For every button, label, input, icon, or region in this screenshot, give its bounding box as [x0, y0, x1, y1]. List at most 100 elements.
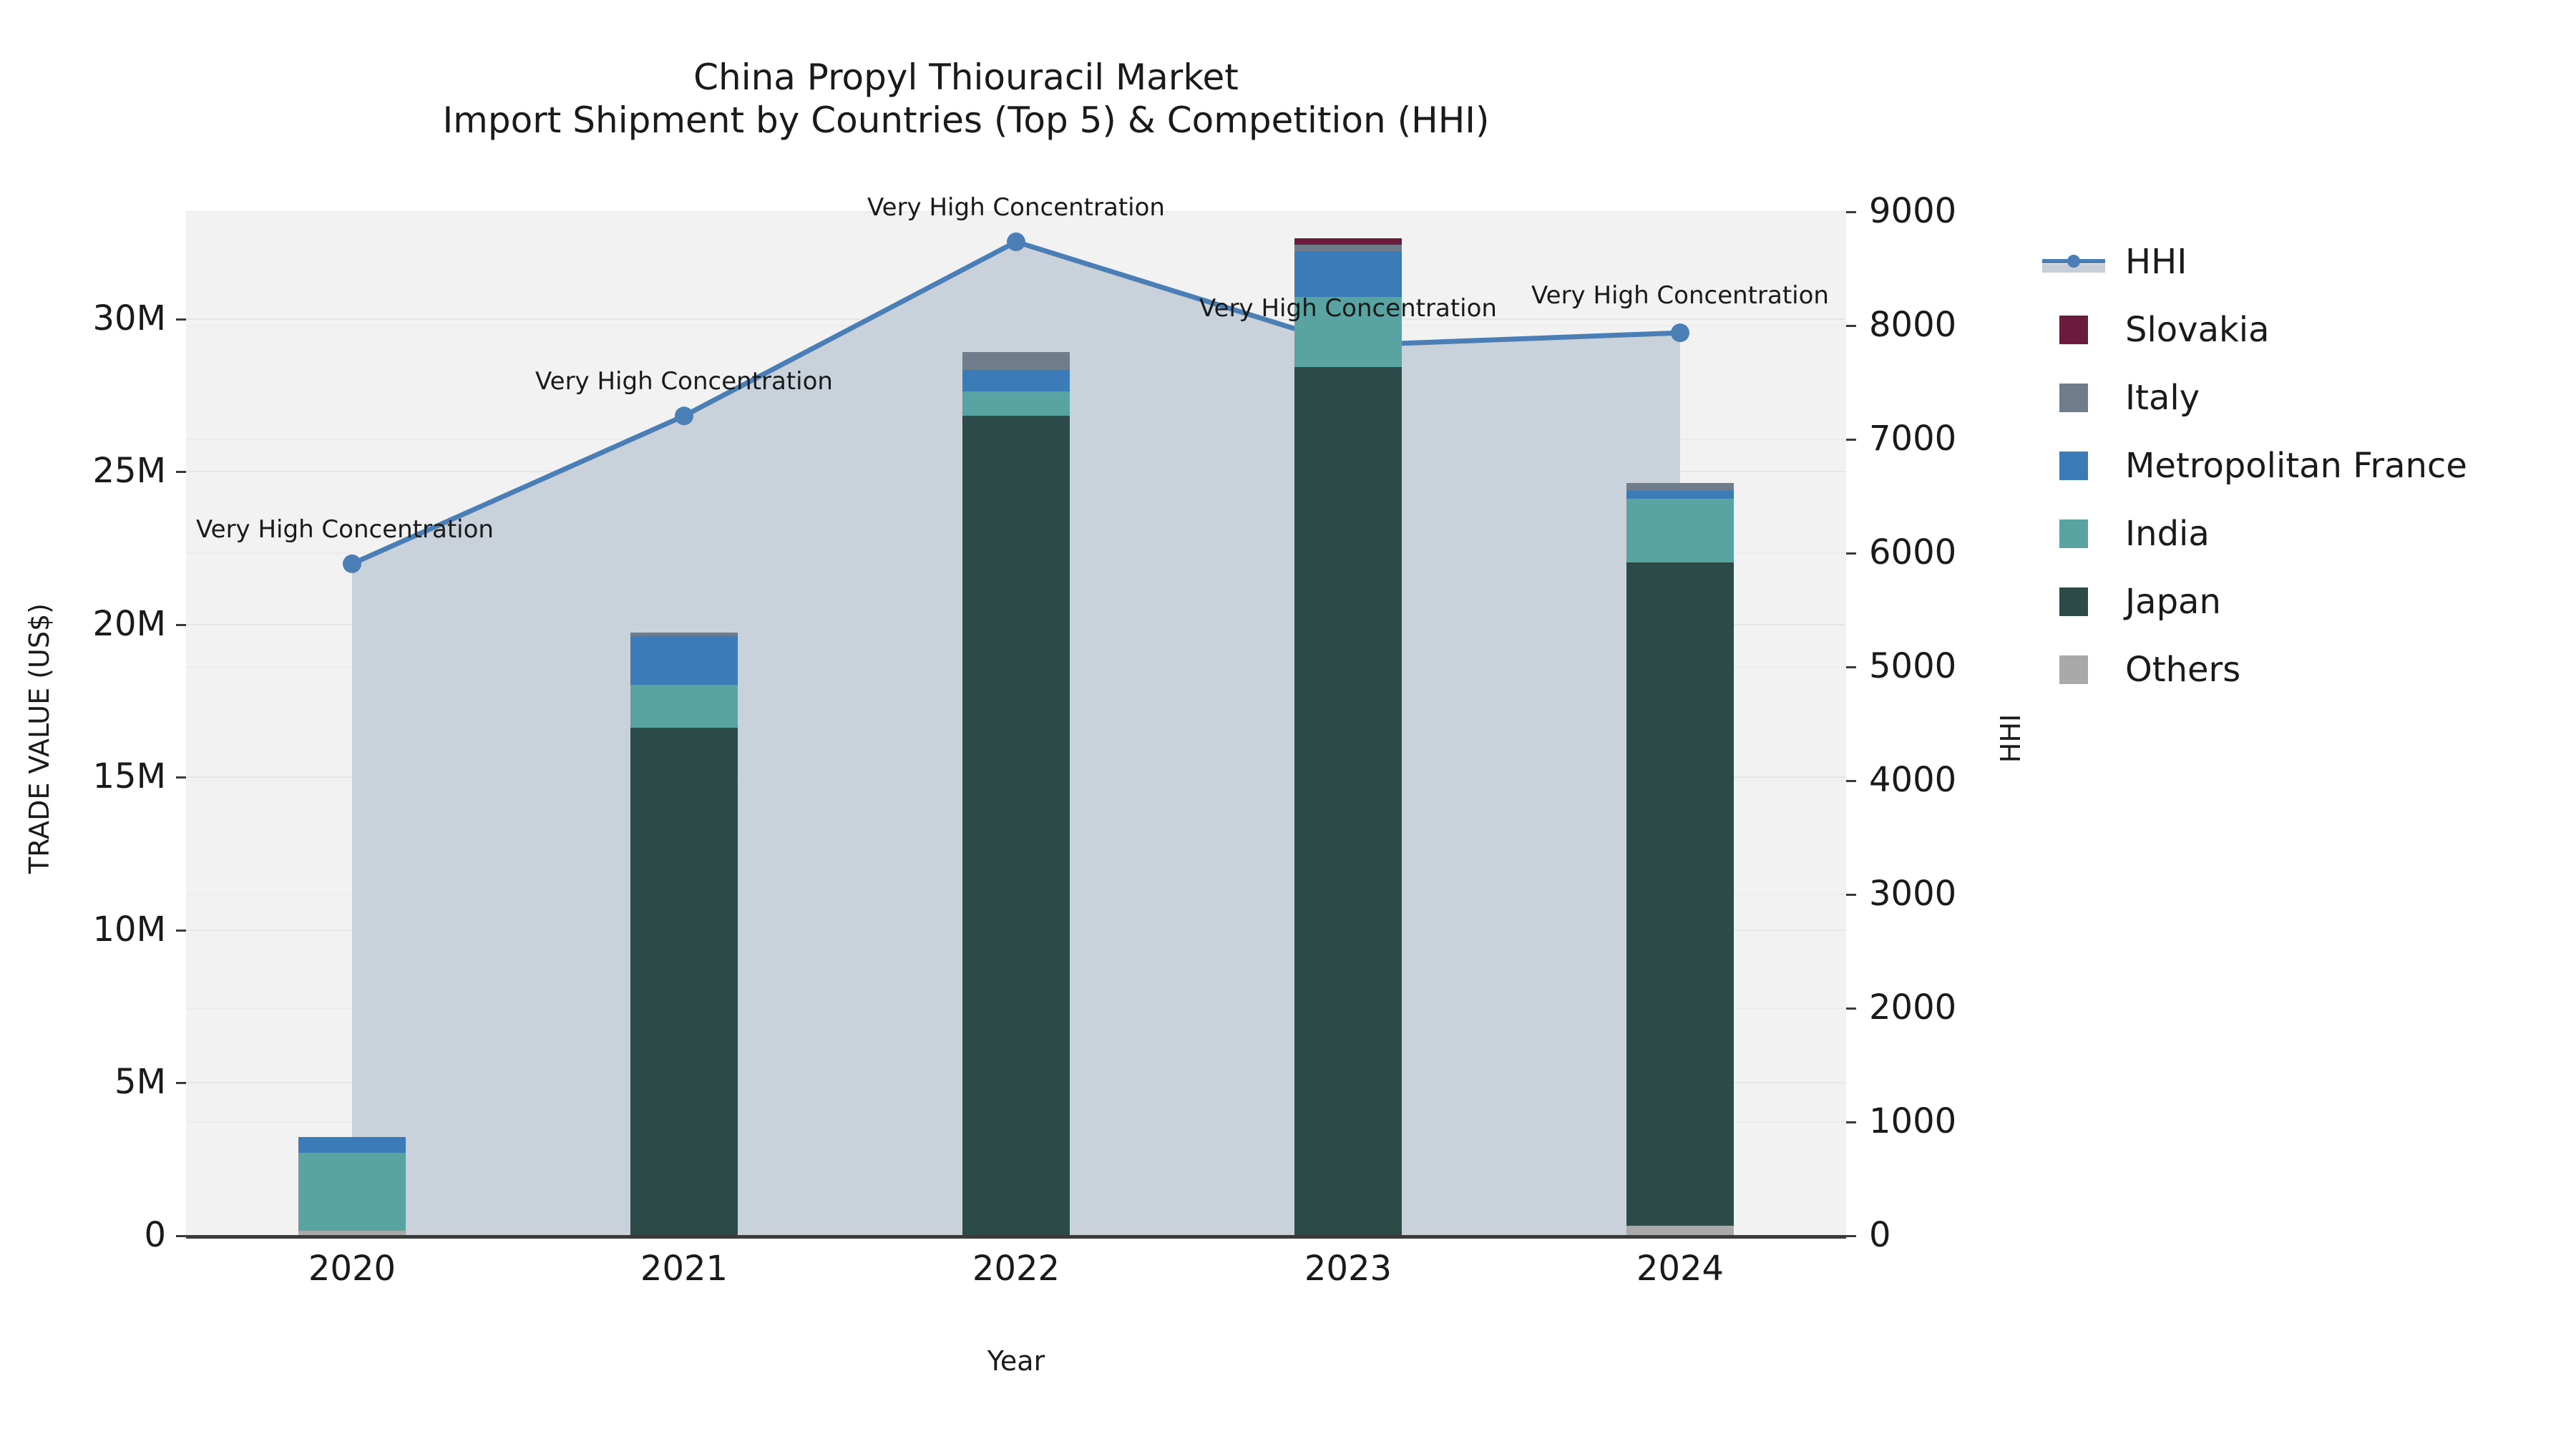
legend-item-hhi[interactable]: HHI: [2041, 228, 2556, 296]
annotation-2022: Very High Concentration: [867, 192, 1165, 222]
page-title: China Propyl Thiouracil Market Import Sh…: [0, 56, 1932, 142]
bar-segment-india-2020[interactable]: [298, 1152, 406, 1231]
legend-label: HHI: [2125, 241, 2187, 282]
chart-title-line-2: Import Shipment by Countries (Top 5) & C…: [442, 99, 1490, 141]
bar-segment-india-2024[interactable]: [1626, 498, 1734, 563]
bar-segment-japan-2024[interactable]: [1626, 562, 1734, 1226]
y-left-tick-label-5M: 5M: [114, 1062, 166, 1103]
bar-segment-japan-2021[interactable]: [630, 727, 738, 1235]
legend-item-others[interactable]: Others: [2041, 635, 2556, 703]
y-left-tickmark: [176, 776, 186, 779]
legend-swatch-icon: [2041, 585, 2107, 618]
x-tick-label-2020: 2020: [308, 1249, 396, 1289]
y-left-tick-label-30M: 30M: [92, 298, 167, 338]
bar-group-2020[interactable]: [298, 1137, 406, 1235]
bar-segment-italy-2022[interactable]: [962, 351, 1070, 371]
x-tick-label-2022: 2022: [972, 1249, 1060, 1289]
stacked-bars: [186, 211, 1846, 1235]
y-right-tickmark: [1846, 439, 1856, 441]
y-right-tick-label-6000: 6000: [1869, 532, 1957, 572]
legend-item-italy[interactable]: Italy: [2041, 364, 2556, 431]
legend-swatch-icon: [2059, 655, 2088, 684]
y-left-tickmark: [176, 1082, 186, 1085]
y-left-tick-label-15M: 15M: [92, 756, 167, 797]
hhi-marker-2020: [343, 554, 361, 573]
plot-area: [186, 211, 1846, 1236]
y-right-tickmark: [1846, 1235, 1856, 1237]
y-right-tickmark: [1846, 211, 1856, 213]
legend-swatch-icon: [2059, 519, 2088, 548]
bar-segment-metropolitan-france-2022[interactable]: [962, 370, 1070, 392]
legend-swatch-icon: [2041, 653, 2107, 686]
gridline: [186, 211, 1846, 213]
legend-label: Italy: [2125, 377, 2200, 418]
bar-segment-india-2021[interactable]: [630, 685, 738, 728]
hhi-marker-2024: [1671, 323, 1689, 343]
annotation-2020: Very High Concentration: [196, 514, 494, 544]
bar-segment-italy-2023[interactable]: [1294, 245, 1402, 251]
y-axis-right-title: HHI: [1995, 713, 2026, 763]
bar-group-2021[interactable]: [630, 632, 738, 1235]
bar-group-2022[interactable]: [962, 351, 1070, 1235]
bar-segment-italy-2021[interactable]: [630, 632, 738, 636]
legend-item-slovakia[interactable]: Slovakia: [2041, 296, 2556, 364]
legend-swatch-icon: [2059, 451, 2088, 480]
y-left-tick-label-10M: 10M: [92, 909, 167, 950]
y-left-tick-label-20M: 20M: [92, 603, 167, 644]
y-right-tickmark: [1846, 325, 1856, 327]
legend-swatch-icon: [2041, 381, 2107, 414]
legend-item-japan[interactable]: Japan: [2041, 567, 2556, 635]
bar-segment-metropolitan-france-2020[interactable]: [298, 1137, 406, 1153]
y-left-tickmark: [176, 471, 186, 474]
legend: HHI Slovakia Italy Metropolitan France India…: [2041, 228, 2556, 703]
legend-swatch-icon: [2059, 383, 2088, 412]
annotation-2024: Very High Concentration: [1531, 281, 1829, 311]
hhi-line-marker-icon: [2042, 254, 2105, 273]
x-axis-title: Year: [987, 1345, 1045, 1377]
bar-group-2023[interactable]: [1294, 238, 1402, 1235]
x-tick-label-2021: 2021: [640, 1249, 728, 1289]
y-right-tickmark: [1846, 1121, 1856, 1123]
bar-segment-metropolitan-france-2021[interactable]: [630, 635, 738, 686]
legend-label: Metropolitan France: [2125, 445, 2467, 486]
y-left-tickmark: [176, 623, 186, 626]
x-axis-line: [186, 1235, 1846, 1239]
legend-label: India: [2125, 513, 2210, 554]
y-right-tick-label-4000: 4000: [1869, 760, 1957, 800]
hhi-line-marker-icon: [2041, 245, 2107, 278]
bar-segment-metropolitan-france-2024[interactable]: [1626, 490, 1734, 499]
legend-label: Others: [2125, 649, 2241, 690]
bar-segment-metropolitan-france-2023[interactable]: [1294, 250, 1402, 297]
bar-segment-india-2022[interactable]: [962, 391, 1070, 416]
legend-label: Slovakia: [2125, 309, 2270, 350]
annotation-2023: Very High Concentration: [1199, 293, 1497, 323]
y-left-tickmark: [176, 929, 186, 932]
legend-swatch-icon: [2059, 315, 2088, 344]
y-right-tick-label-5000: 5000: [1869, 646, 1957, 686]
legend-swatch-icon: [2041, 313, 2107, 346]
y-right-tickmark: [1846, 894, 1856, 896]
chart-title-line-1: China Propyl Thiouracil Market: [693, 57, 1239, 98]
legend-item-india[interactable]: India: [2041, 499, 2556, 567]
annotation-2021: Very High Concentration: [535, 367, 833, 396]
bar-segment-japan-2023[interactable]: [1294, 366, 1402, 1235]
legend-swatch-icon: [2059, 587, 2088, 616]
y-right-tickmark: [1846, 1008, 1856, 1010]
bar-segment-others-2020[interactable]: [298, 1230, 406, 1235]
y-right-tick-label-9000: 9000: [1869, 191, 1957, 231]
bar-segment-italy-2024[interactable]: [1626, 483, 1734, 491]
y-right-tickmark: [1846, 666, 1856, 668]
legend-item-metropolitan-france[interactable]: Metropolitan France: [2041, 431, 2556, 499]
legend-label: Japan: [2125, 581, 2221, 622]
bar-segment-india-2023[interactable]: [1294, 296, 1402, 367]
bar-segment-slovakia-2023[interactable]: [1294, 238, 1402, 245]
legend-swatch-icon: [2041, 449, 2107, 482]
y-axis-left-title: TRADE VALUE (US$): [24, 603, 55, 874]
y-right-tick-label-8000: 8000: [1869, 305, 1957, 345]
y-right-tickmark: [1846, 552, 1856, 555]
bar-segment-others-2024[interactable]: [1626, 1226, 1734, 1235]
bar-group-2024[interactable]: [1626, 483, 1734, 1235]
legend-swatch-icon: [2041, 517, 2107, 550]
bar-segment-japan-2022[interactable]: [962, 416, 1070, 1235]
hhi-marker-2021: [675, 406, 693, 426]
